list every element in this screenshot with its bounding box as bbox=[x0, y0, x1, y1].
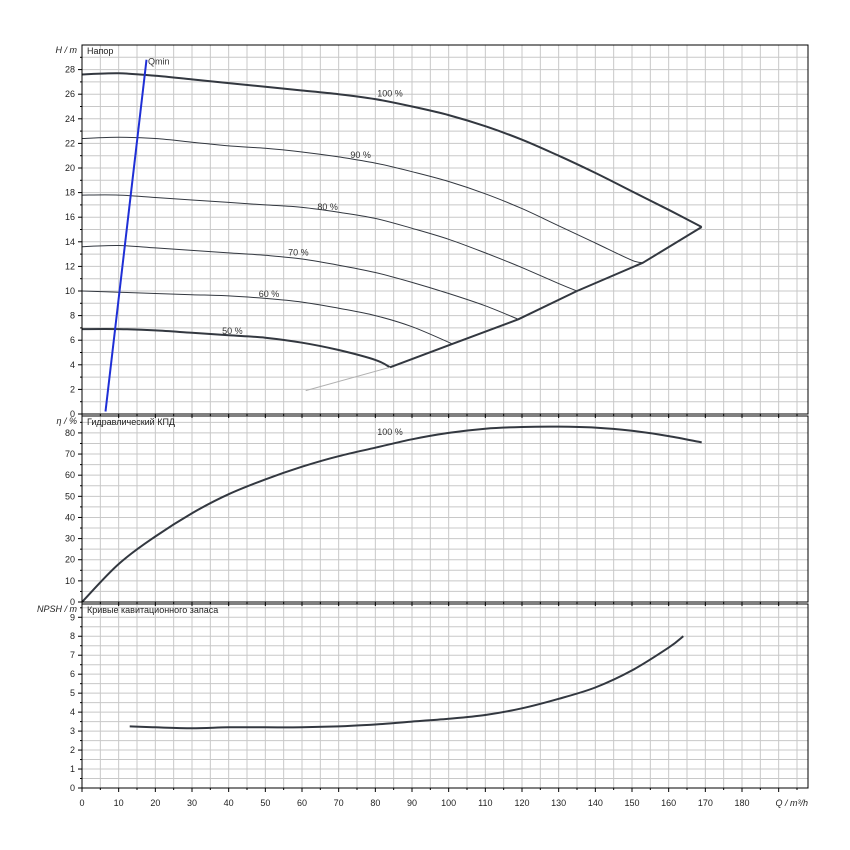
x-tick-label: 80 bbox=[370, 798, 380, 808]
curve-1-80-2 bbox=[81, 194, 578, 292]
panel-title-3: Кривые кавитационного запаса bbox=[87, 605, 218, 615]
y-tick-label: 8 bbox=[70, 631, 75, 641]
y-tick-label: 70 bbox=[65, 449, 75, 459]
y-tick-label: 20 bbox=[65, 555, 75, 565]
x-tick-label: 110 bbox=[478, 798, 492, 808]
y-tick-label: 16 bbox=[65, 212, 75, 222]
x-tick-label: 130 bbox=[551, 798, 566, 808]
y-tick-label: 4 bbox=[70, 707, 75, 717]
y-tick-label: 0 bbox=[70, 597, 75, 607]
y-tick-label: 6 bbox=[70, 335, 75, 345]
y-tick-label: 3 bbox=[70, 726, 75, 736]
panel-title-1: Напор bbox=[87, 46, 113, 56]
x-tick-label: 30 bbox=[187, 798, 197, 808]
y-axis-label-3: NPSH / m bbox=[37, 604, 78, 614]
y-tick-label: 10 bbox=[65, 576, 75, 586]
y-tick-label: 2 bbox=[70, 745, 75, 755]
y-tick-label: 6 bbox=[70, 669, 75, 679]
x-tick-label: 60 bbox=[297, 798, 307, 808]
curve-label: 80 % bbox=[317, 202, 338, 212]
y-tick-label: 60 bbox=[65, 470, 75, 480]
y-tick-label: 80 bbox=[65, 428, 75, 438]
curve-1-thin-7 bbox=[305, 366, 391, 392]
y-tick-label: 5 bbox=[70, 688, 75, 698]
x-tick-label: 10 bbox=[114, 798, 124, 808]
y-tick-label: 12 bbox=[65, 261, 75, 271]
x-tick-label: 180 bbox=[734, 798, 749, 808]
y-tick-label: 30 bbox=[65, 534, 75, 544]
y-tick-label: 28 bbox=[65, 65, 75, 75]
x-tick-label: 150 bbox=[624, 798, 639, 808]
x-tick-label: 70 bbox=[334, 798, 344, 808]
x-tick-label: 40 bbox=[224, 798, 234, 808]
curve-1-90-1 bbox=[81, 136, 644, 264]
curve-label: 50 % bbox=[222, 326, 243, 336]
panel-frame-2 bbox=[81, 415, 809, 603]
y-axis-label-2: η / % bbox=[56, 416, 77, 426]
y-tick-label: 4 bbox=[70, 360, 75, 370]
x-tick-label: 160 bbox=[661, 798, 676, 808]
panel-title-2: Гидравлический КПД bbox=[87, 417, 175, 427]
y-tick-label: 26 bbox=[65, 89, 75, 99]
y-tick-label: 22 bbox=[65, 138, 75, 148]
panel-frame-3 bbox=[81, 603, 809, 789]
curve-label: 70 % bbox=[288, 247, 309, 257]
curve-label: 90 % bbox=[350, 150, 371, 160]
y-tick-label: 2 bbox=[70, 384, 75, 394]
y-tick-label: 40 bbox=[65, 512, 75, 522]
curve-1-envelope-6 bbox=[389, 226, 703, 369]
y-tick-label: 7 bbox=[70, 650, 75, 660]
y-axis-label-1: H / m bbox=[56, 45, 78, 55]
curve-label: 100 % bbox=[377, 89, 403, 99]
x-tick-label: 50 bbox=[260, 798, 270, 808]
curve-1-60-4 bbox=[81, 290, 453, 345]
y-tick-label: 10 bbox=[65, 286, 75, 296]
y-tick-label: 8 bbox=[70, 311, 75, 321]
curve-3-main-0 bbox=[129, 635, 684, 730]
curve-1-50-5 bbox=[81, 328, 391, 369]
y-tick-label: 0 bbox=[70, 783, 75, 793]
y-tick-label: 9 bbox=[70, 612, 75, 622]
curve-2-100-0 bbox=[81, 425, 702, 603]
x-tick-label: 170 bbox=[698, 798, 713, 808]
y-tick-label: 14 bbox=[65, 237, 75, 247]
curve-label: 60 % bbox=[259, 289, 280, 299]
y-tick-label: 1 bbox=[70, 764, 75, 774]
x-axis-label: Q / m³/h bbox=[775, 798, 808, 808]
y-tick-label: 0 bbox=[70, 409, 75, 419]
x-tick-label: 100 bbox=[441, 798, 456, 808]
x-tick-label: 90 bbox=[407, 798, 417, 808]
y-tick-label: 24 bbox=[65, 114, 75, 124]
curve-1-70-3 bbox=[81, 244, 519, 320]
y-tick-label: 50 bbox=[65, 491, 75, 501]
curve-label: Qmin bbox=[148, 57, 170, 67]
x-tick-label: 0 bbox=[79, 798, 84, 808]
y-tick-label: 20 bbox=[65, 163, 75, 173]
curve-label: 100 % bbox=[377, 427, 403, 437]
x-tick-label: 140 bbox=[588, 798, 603, 808]
x-tick-label: 120 bbox=[514, 798, 529, 808]
y-tick-label: 18 bbox=[65, 188, 75, 198]
x-tick-label: 20 bbox=[150, 798, 160, 808]
curve-1-Qmin-8 bbox=[104, 59, 148, 412]
curve-1-100-0 bbox=[81, 72, 703, 228]
